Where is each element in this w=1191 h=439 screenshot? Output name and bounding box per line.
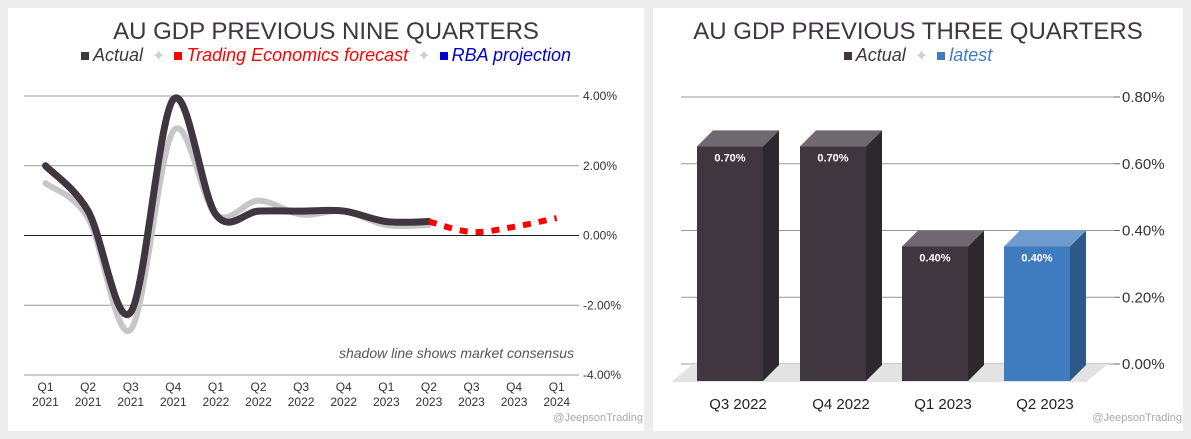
bar-front [1004,246,1070,381]
bar: 0.70% Q4 2022 [800,130,882,413]
legend-label-forecast: Trading Economics forecast [186,45,409,65]
bar-top [800,130,882,147]
bar: 0.40% Q1 2023 [902,230,984,413]
y-tick-label: 4.00% [583,89,617,103]
left-chart-panel: AU GDP PREVIOUS NINE QUARTERS Actual ✦ Tra… [8,8,644,431]
bar-front [800,146,866,381]
left-chart-legend: Actual ✦ Trading Economics forecast ✦ RBA pr… [8,45,644,66]
y-tick-label: 0.20% [1122,289,1165,306]
legend-swatch-forecast [174,51,183,60]
x-tick-quarter: Q2 [250,380,266,394]
x-tick-quarter: Q4 [506,380,522,394]
bar-side [763,130,779,381]
right-chart-title: AU GDP PREVIOUS THREE QUARTERS [693,18,1143,45]
forecast-line [428,215,558,236]
bar-top [697,130,779,147]
legend-swatch-rba [439,51,448,60]
x-axis-labels: Q12021Q22021Q32021Q42021Q12022Q22022Q320… [32,380,570,409]
legend-label-actual: Actual [855,45,906,65]
credit-watermark: @JeepsonTrading [1092,412,1182,424]
x-tick-quarter: Q1 [37,380,53,394]
legend-label-latest: latest [949,45,993,65]
x-tick-year: 2023 [501,395,528,409]
bar-side [968,230,984,381]
x-tick-quarter: Q3 [463,380,479,394]
chart-floor [671,364,1108,382]
right-chart-legend: Actual ✦ latest [653,45,1183,66]
bar-data-label: 0.40% [1021,253,1052,265]
x-tick-quarter: Q1 [208,380,224,394]
legend-item-forecast: Trading Economics forecast [174,45,408,65]
legend-swatch-actual [843,51,852,60]
legend-separator: ✦ [417,48,431,65]
bar-front [902,246,968,381]
x-tick-year: 2024 [543,395,570,409]
bar-data-label: 0.70% [714,152,745,164]
y-tick-label: 0.00% [1122,356,1165,373]
x-tick-year: 2023 [458,395,485,409]
x-tick-quarter: Q1 [549,380,565,394]
bar-data-label: 0.70% [817,152,848,164]
x-tick-quarter: Q3 [293,380,309,394]
x-tick-year: 2022 [203,395,230,409]
x-tick-year: 2023 [416,395,443,409]
y-tick-label: -4.00% [583,368,621,382]
x-category-label: Q3 2022 [709,396,767,413]
left-chart-title: AU GDP PREVIOUS NINE QUARTERS [113,18,539,45]
x-tick-quarter: Q3 [123,380,139,394]
x-tick-year: 2021 [117,395,144,409]
bar: 0.40% Q2 2023 [1004,230,1086,413]
actual-line [42,94,433,319]
legend-swatch-latest [937,51,946,60]
x-tick-quarter: Q4 [165,380,181,394]
x-category-label: Q4 2022 [812,396,870,413]
bar-top [1004,230,1086,247]
x-category-label: Q1 2023 [914,396,972,413]
right-chart-panel: AU GDP PREVIOUS THREE QUARTERS Actual ✦ la… [653,8,1183,431]
right-bar-chart: 0.80%0.60%0.40%0.20%0.00%0.70%Q3 20220.7… [671,89,1182,424]
y-tick-label: 0.00% [583,229,617,243]
x-tick-year: 2021 [160,395,187,409]
legend-separator: ✦ [914,48,929,65]
x-tick-year: 2021 [32,395,59,409]
legend-label-rba: RBA projection [451,45,571,65]
x-tick-quarter: Q4 [336,380,352,394]
x-tick-year: 2021 [75,395,102,409]
credit-watermark: @JeepsonTrading [553,412,643,424]
legend-item-actual: Actual [81,45,143,65]
bar-side [1070,230,1086,381]
legend-label-actual: Actual [93,45,144,65]
y-tick-label: -2.00% [583,298,621,312]
bar-top [902,230,984,247]
shadow-line-note: shadow line shows market consensus [339,345,574,361]
x-tick-quarter: Q1 [378,380,394,394]
bar-data-label: 0.40% [919,253,950,265]
bar-front [697,146,763,381]
bar: 0.70% Q3 2022 [697,130,779,413]
y-tick-label: 2.00% [583,159,617,173]
legend-separator: ✦ [152,48,166,65]
y-gridlines: 4.00% 2.00% 0.00% -2.00% -4.00% [24,89,621,382]
y-tick-label: 0.80% [1122,89,1165,106]
legend-item-actual: Actual [843,45,906,65]
x-tick-quarter: Q2 [421,380,437,394]
x-tick-year: 2022 [245,395,272,409]
y-tick-label: 0.60% [1122,156,1165,173]
x-tick-year: 2022 [288,395,315,409]
bar-side [866,130,882,381]
x-tick-year: 2023 [373,395,400,409]
left-line-chart: 4.00%2.00%0.00%-2.00%-4.00%Q12021Q22021Q… [24,89,643,424]
x-tick-quarter: Q2 [80,380,96,394]
x-category-label: Q2 2023 [1016,396,1074,413]
legend-item-latest: latest [937,45,992,65]
x-tick-year: 2022 [330,395,357,409]
legend-swatch-actual [81,51,89,60]
y-tick-label: 0.40% [1122,223,1165,240]
consensus-shadow-line [42,125,432,335]
legend-item-rba: RBA projection [439,45,571,65]
